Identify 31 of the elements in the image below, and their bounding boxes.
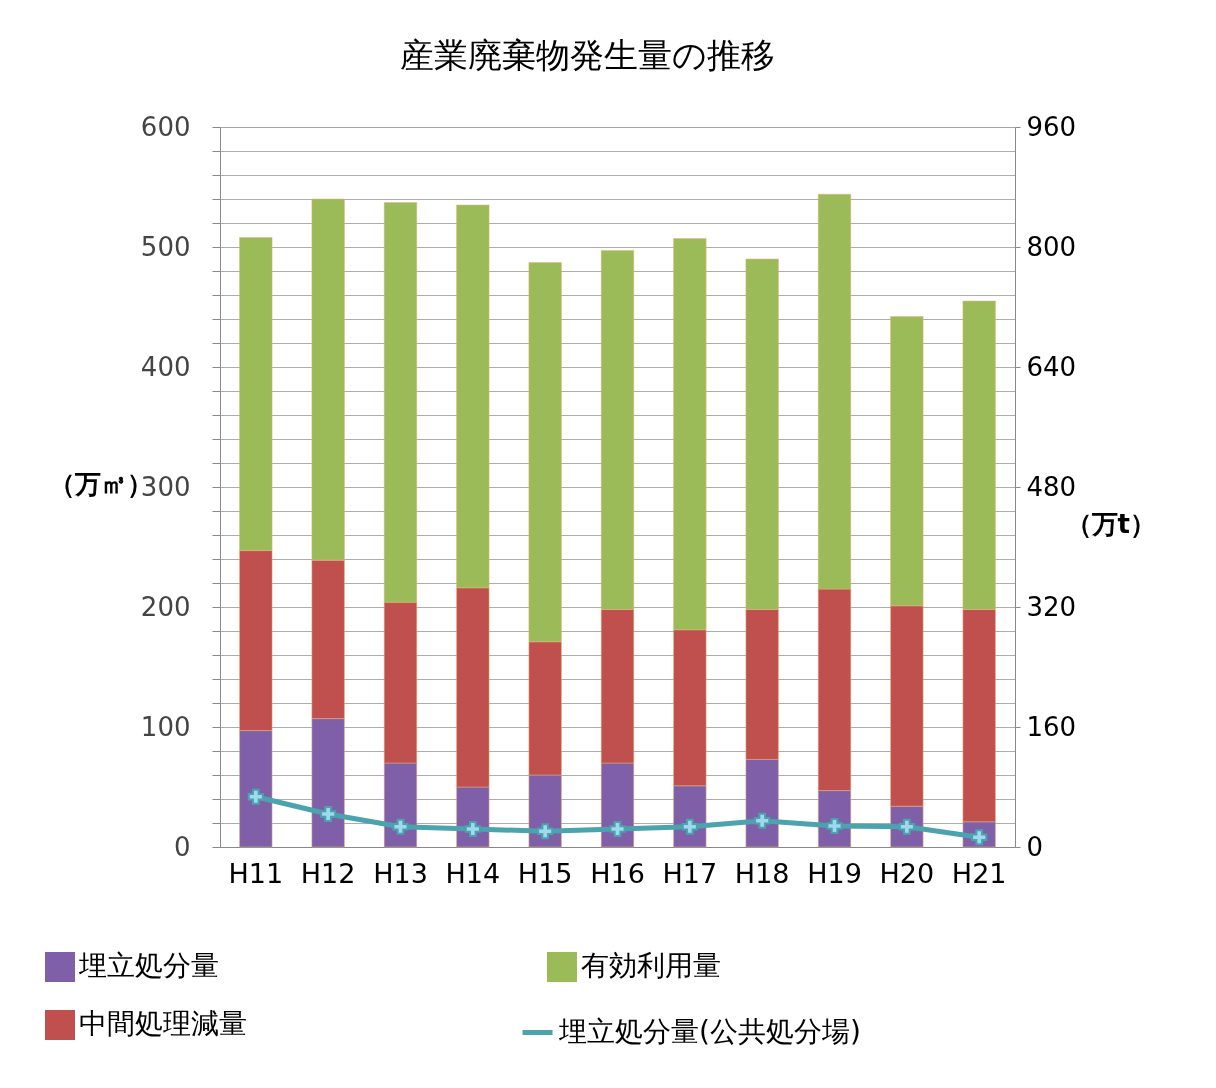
y-tick-label: 300 [140,471,191,502]
y2-tick-label: 960 [1026,111,1077,142]
chart-title: 産業廃棄物発生量の推移 [400,35,775,75]
y-tick-label: 0 [173,831,191,862]
x-tick-label: H17 [662,857,718,889]
x-tick-label: H19 [807,857,862,889]
y2-axis-title: （万t） [1065,508,1156,539]
x-tick-label: H12 [300,857,356,889]
legend-label: 埋立処分量(公共処分場) [558,1014,861,1048]
legend-label: 中間処理減量 [79,1007,247,1040]
y2-tick-label: 480 [1026,471,1077,502]
legend-label: 埋立処分量 [78,949,219,982]
x-tick-label: H18 [734,857,790,889]
y-tick-label: 100 [140,711,191,742]
y-tick-label: 500 [140,231,191,262]
x-tick-label: H20 [879,857,935,889]
y2-tick-label: 160 [1026,711,1077,742]
x-tick-label: H13 [373,857,428,889]
y2-tick-label: 320 [1026,591,1077,622]
x-tick-label: H21 [951,857,1007,889]
y2-tick-label: 640 [1026,351,1077,382]
x-tick-label: H15 [517,857,573,889]
y-tick-label: 600 [140,111,191,142]
x-tick-label: H11 [228,857,284,889]
legend-label: 有効利用量 [581,949,721,982]
y-tick-label: 400 [140,351,191,382]
x-tick-label: H14 [445,857,501,889]
y2-tick-label: 0 [1026,831,1044,862]
y2-tick-label: 800 [1026,231,1077,262]
y-tick-label: 200 [140,591,191,622]
x-tick-label: H16 [590,857,645,889]
